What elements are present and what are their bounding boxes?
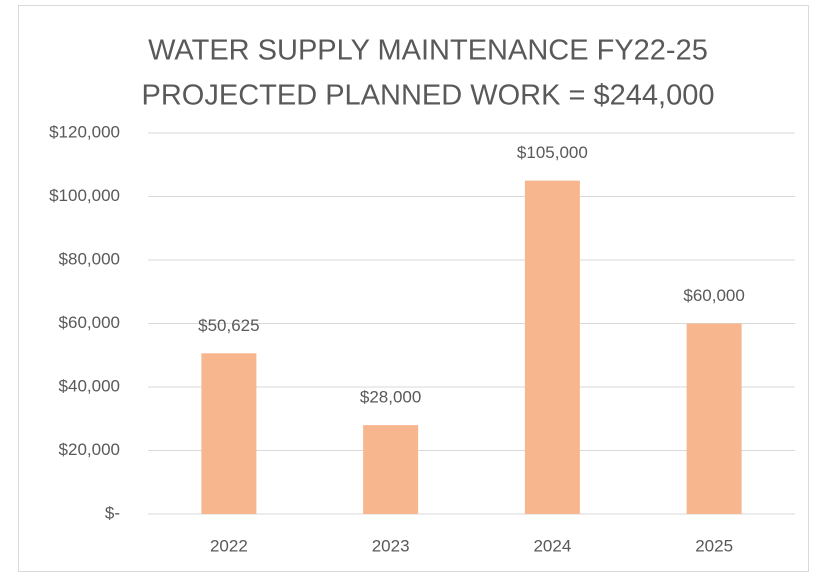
- x-tick-label: 2022: [210, 536, 248, 555]
- data-label: $105,000: [517, 143, 588, 162]
- y-tick-label: $40,000: [59, 376, 120, 395]
- x-tick-label: 2025: [695, 536, 733, 555]
- chart-title: WATER SUPPLY MAINTENANCE FY22-25: [148, 35, 708, 67]
- x-tick-label: 2023: [372, 536, 410, 555]
- bar: [363, 425, 419, 514]
- y-tick-label: $60,000: [59, 313, 120, 332]
- bar: [201, 353, 257, 514]
- chart-title: PROJECTED PLANNED WORK = $244,000: [142, 80, 715, 112]
- bar: [686, 323, 742, 514]
- y-tick-label: $20,000: [59, 440, 120, 459]
- data-label: $28,000: [360, 388, 421, 407]
- x-tick-label: 2024: [533, 536, 571, 555]
- bar: [524, 180, 580, 514]
- y-tick-label: $80,000: [59, 249, 120, 268]
- y-tick-label: $120,000: [49, 122, 120, 141]
- data-label: $50,625: [198, 316, 259, 335]
- data-label: $60,000: [683, 286, 744, 305]
- y-tick-label: $100,000: [49, 186, 120, 205]
- y-tick-label: $-: [105, 503, 120, 522]
